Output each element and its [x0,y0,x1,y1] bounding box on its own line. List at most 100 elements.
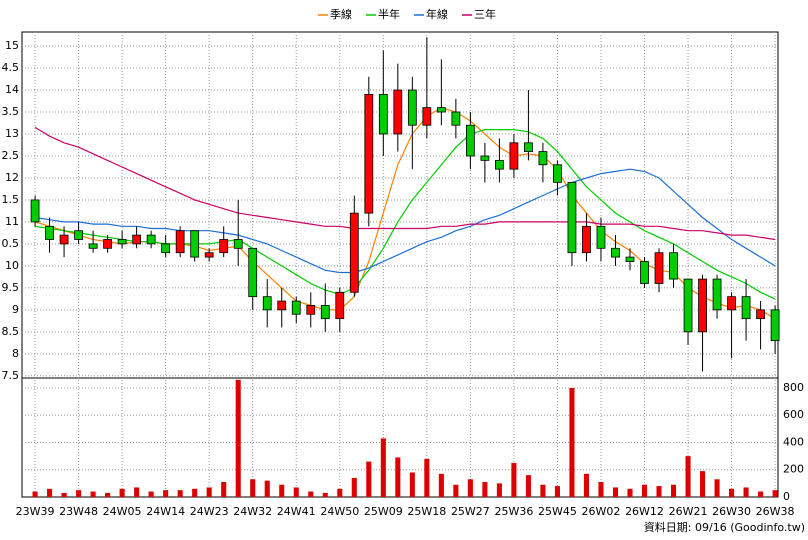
volume-bar [758,491,764,497]
ma-line [34,126,776,241]
candle-body [291,300,301,315]
x-tick-label: 25W09 [364,505,403,518]
volume-bar [598,482,604,497]
y-tick-label: 15 [5,39,19,52]
candle-body [741,296,751,320]
y-tick-label: 14 [5,83,19,96]
candle-body [538,151,548,166]
volume-bar [192,488,198,497]
y2-tick-label: 0 [783,490,790,503]
candle-body [103,239,113,249]
candle-body [88,243,98,249]
candle-body [770,309,780,342]
volume-bar [61,492,67,497]
candle-body [233,239,243,249]
candle-body [669,252,678,280]
volume-bar [540,484,546,497]
volume-bar [438,473,444,497]
volume-bar [569,387,575,497]
x-tick-label: 23W48 [59,505,98,518]
candle-body [248,247,258,298]
volume-bar [453,484,459,497]
candle-body [277,300,287,311]
x-tick-label: 25W45 [538,505,577,518]
volume-bar [714,479,720,497]
candle-body [640,261,649,284]
x-tick-label: 26W02 [582,505,621,518]
candle-body [625,256,635,262]
x-tick-label: 24W41 [277,505,316,518]
volume-bar [424,458,430,497]
footer: 資料日期: 09/16 (Goodinfo.tw) [644,520,805,534]
volume-bar [641,484,648,497]
x-tick-label: 26W21 [669,505,708,518]
x-tick-label: 26W12 [625,505,664,518]
candle-body [117,239,127,245]
y-tick-label: 2.5 [2,149,20,162]
volume-bar [32,491,38,497]
candle-body [567,181,577,254]
ma-line [35,129,776,300]
y-tick-label: 9 [12,303,19,316]
volume-bar [511,462,517,497]
volume-bar [250,479,256,497]
volume-bar [221,482,227,497]
x-tick-label: 25W27 [451,505,490,518]
x-tick-label: 26W30 [712,505,751,518]
y-tick-label: 3.5 [2,105,20,118]
volume-bar [134,487,140,497]
volume-bar [729,488,735,497]
candle-body [132,234,142,245]
y-tick-label: 7.5 [2,369,20,382]
volume-bar [235,379,241,497]
candle-body [451,111,461,126]
y2-tick-label: 800 [783,381,804,394]
y-tick-label: 13 [5,127,19,140]
candle-body [320,305,330,320]
candle-body [306,305,316,315]
candle-body [524,142,533,152]
volume-bar [351,477,357,497]
volume-bar [482,482,488,497]
y-tick-label: 0.5 [2,237,20,250]
y2-tick-label: 600 [783,408,804,421]
x-tick-label: 25W36 [494,505,533,518]
x-tick-label: 24W23 [190,505,229,518]
x-tick-label: 25W18 [407,505,446,518]
volume-bar [264,480,270,497]
volume-bar [583,473,589,497]
y-tick-label: 8 [12,347,19,360]
candle-body [611,247,620,258]
candle-body [393,89,403,135]
y-tick-label: 11 [5,215,19,228]
candle-body [407,89,417,126]
volume-bar [337,488,343,497]
candle-body [582,225,591,254]
candle-body [756,309,765,320]
volume-bar [496,483,502,497]
candle-body [422,107,432,126]
candle-body [349,212,359,293]
candle-body [509,142,519,170]
candle-body [596,225,606,249]
volume-bar [90,491,96,497]
legend-label: 半年 [378,7,400,21]
candle-body [146,234,156,245]
legend-label: 三年 [474,7,496,21]
volume-bar [279,484,285,497]
volume-bar [293,487,299,497]
ma-line [35,168,776,274]
volume-bar [409,472,415,497]
y2-tick-label: 200 [783,463,804,476]
volume-bar [47,488,53,497]
volume-bar [76,490,82,497]
candle-body [378,94,388,135]
volume-bar [206,487,212,497]
y-tick-label: 1.5 [2,193,20,206]
candle-body [30,199,40,223]
y-tick-label: 10 [5,259,19,272]
volume-bar [322,492,328,497]
legend-label: 年線 [426,7,448,21]
candle-body [465,124,475,157]
volume-bar [772,490,778,497]
